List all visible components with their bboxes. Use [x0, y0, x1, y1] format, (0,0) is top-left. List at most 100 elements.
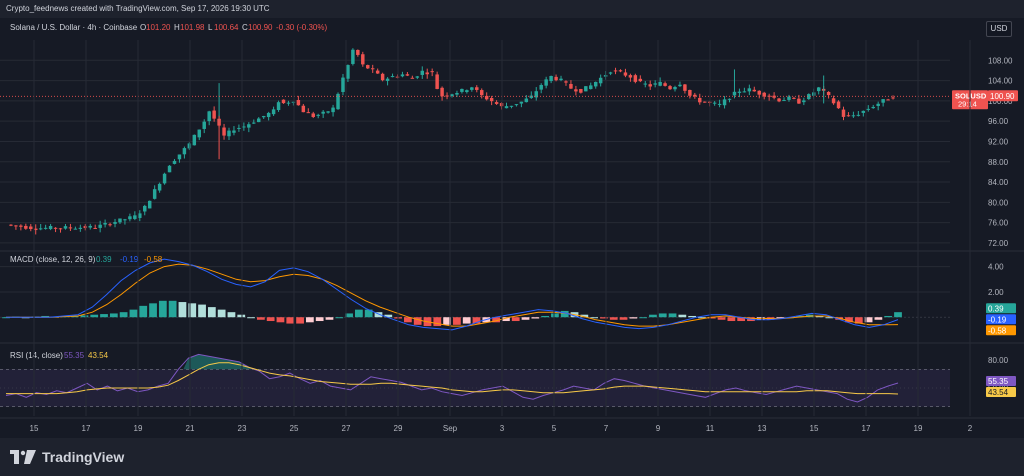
candle-body: [484, 95, 489, 100]
macd-histogram-bar: [619, 317, 628, 320]
price-tick-label: 92.00: [988, 137, 1009, 146]
candle-body: [53, 227, 58, 229]
candle-body: [73, 228, 78, 230]
chart-svg[interactable]: 108.00104.00100.0096.0092.0088.0084.0080…: [0, 18, 1024, 438]
candle-body: [643, 83, 648, 85]
ohlc-label-h: H: [174, 23, 180, 32]
candle-body: [88, 225, 92, 228]
candle-body: [361, 54, 365, 65]
candle-body: [83, 226, 88, 229]
candle-body: [504, 106, 509, 109]
macd-histogram-bar: [639, 317, 648, 319]
candle-body: [29, 226, 33, 230]
currency-button[interactable]: USD: [986, 21, 1012, 37]
candle-body: [722, 99, 727, 106]
rsi-ma-readout-value: 43.54: [88, 351, 109, 360]
price-tick-label: 108.00: [988, 56, 1013, 65]
candle-body: [152, 189, 157, 199]
candle-body: [118, 218, 122, 223]
candle-body: [14, 225, 18, 227]
candle-body: [673, 87, 677, 90]
candle-body: [261, 116, 266, 118]
macd-histogram-bar: [247, 317, 255, 319]
macd-readout-value: -0.19: [120, 255, 139, 264]
candle-body: [836, 101, 841, 109]
ohlc-value-l: 100.64: [214, 23, 239, 32]
macd-tick-label: 4.00: [988, 263, 1004, 272]
macd-histogram-bar: [707, 317, 716, 319]
candle-body: [24, 225, 28, 229]
candle-body: [415, 76, 420, 78]
symbol-label: SOLUSD: [955, 91, 987, 100]
rsi-title: RSI (14, close): [10, 351, 63, 360]
candle-body: [851, 115, 856, 117]
macd-histogram-bar: [100, 314, 108, 318]
candle-body: [881, 99, 885, 103]
macd-histogram-bar: [845, 317, 853, 323]
candle-body: [693, 94, 697, 97]
candle-body: [351, 49, 355, 64]
candle-body: [172, 160, 177, 164]
macd-badge: [986, 303, 1016, 314]
candle-body: [157, 183, 162, 191]
macd-badge: [986, 325, 1016, 336]
macd-histogram-bar: [658, 313, 667, 318]
macd-histogram-bar: [462, 317, 471, 324]
brand-name: TradingView: [42, 449, 125, 465]
candle-body: [554, 76, 558, 81]
tradingview-logo[interactable]: TradingView: [10, 449, 124, 465]
macd-histogram-bar: [521, 317, 530, 320]
candle-body: [712, 102, 717, 104]
ohlc-change: -0.30 (-0.30%): [276, 23, 327, 32]
macd-histogram-bar: [139, 305, 148, 318]
candle-body: [207, 111, 211, 122]
tradingview-logo-icon: [10, 450, 36, 464]
candle-body: [370, 68, 375, 70]
candle-body: [777, 98, 781, 102]
macd-histogram-bar: [511, 317, 520, 322]
macd-tick-label: 2.00: [988, 288, 1004, 297]
ohlc-label-c: C: [242, 23, 248, 32]
macd-histogram-bar: [453, 317, 461, 325]
macd-histogram-bar: [374, 312, 383, 318]
candle-body: [737, 91, 742, 93]
candle-body: [326, 111, 330, 113]
candle-body: [366, 65, 370, 69]
macd-histogram-bar: [560, 310, 569, 318]
candle-body: [63, 226, 68, 229]
macd-signal-line: [6, 263, 899, 327]
chart-background: [0, 18, 1024, 438]
candle-body: [648, 84, 652, 87]
candle-body: [380, 73, 385, 81]
candle-body: [48, 225, 53, 230]
candle-body: [782, 100, 786, 102]
candle-body: [489, 97, 494, 102]
x-tick-label: 17: [862, 424, 871, 433]
chart-area[interactable]: 108.00 104.00 100.00 96.00 92.00 88.00 84.00 80…: [0, 18, 1024, 438]
macd-line: [6, 258, 899, 331]
macd-histogram-bar: [207, 307, 216, 318]
price-tick-label: 72.00: [988, 239, 1009, 248]
candle-body: [529, 95, 534, 98]
candle-body: [420, 70, 425, 75]
candle-body: [514, 104, 519, 106]
candle-body: [891, 97, 895, 99]
price-title: Solana / U.S. Dollar · 4h · Coinbase: [10, 23, 138, 32]
candle-body: [390, 76, 395, 78]
candle-body: [440, 87, 444, 97]
macd-histogram-bar: [335, 317, 344, 319]
candle-body: [802, 100, 806, 103]
candle-body: [430, 71, 434, 73]
macd-histogram-bar: [541, 315, 549, 318]
x-tick-label: 9: [656, 424, 661, 433]
price-tick-label: 104.00: [988, 77, 1013, 86]
candle-body: [212, 110, 216, 119]
candle-body: [544, 79, 548, 86]
candle-body: [93, 228, 97, 230]
candle-body: [534, 91, 538, 98]
candle-body: [33, 228, 38, 231]
macd-histogram-bar: [727, 317, 736, 322]
macd-histogram-bar: [492, 317, 500, 323]
ohlc-label-l: L: [208, 23, 213, 32]
x-tick-label: 19: [914, 424, 923, 433]
